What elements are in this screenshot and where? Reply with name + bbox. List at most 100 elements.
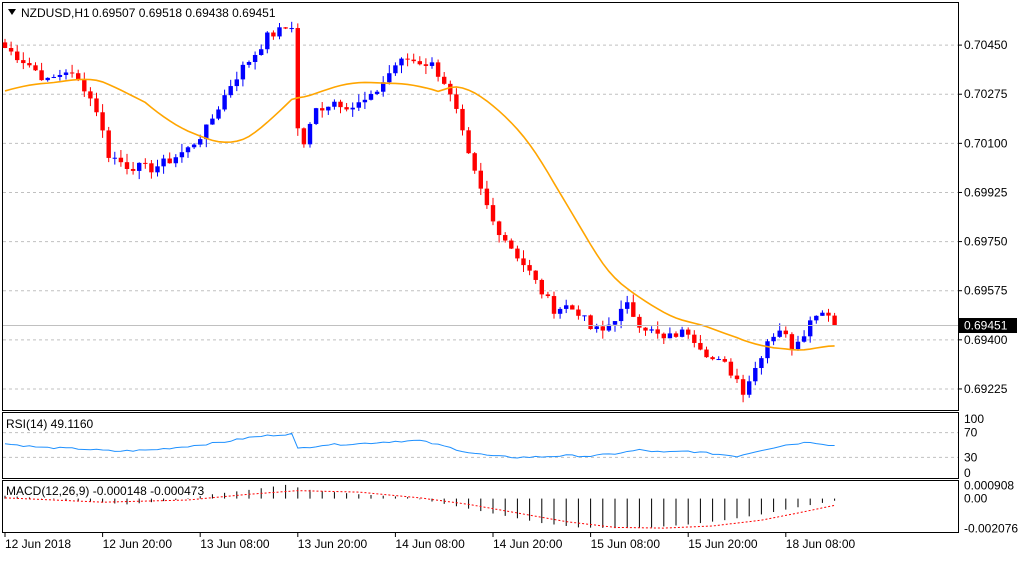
candle <box>649 326 654 334</box>
candle <box>686 327 691 339</box>
macd-panel-frame <box>2 480 959 533</box>
candle <box>832 312 837 326</box>
candle <box>362 91 368 110</box>
rsi-tick-label: 0 <box>964 466 971 480</box>
time-tick-label: 12 Jun 2018 <box>5 537 71 551</box>
candle <box>643 327 648 336</box>
candle <box>503 232 508 243</box>
rsi-label: RSI(14) 49.1160 <box>6 417 93 431</box>
candle <box>417 56 422 66</box>
candle <box>185 145 191 158</box>
candle <box>570 304 575 310</box>
candle <box>801 330 807 343</box>
candle <box>539 278 544 299</box>
candle <box>606 317 612 332</box>
candle <box>33 62 38 71</box>
candle <box>722 356 727 363</box>
candle <box>106 126 111 163</box>
candle <box>167 152 172 164</box>
candle <box>350 102 355 117</box>
candle <box>704 346 709 358</box>
candle <box>222 89 227 112</box>
candle <box>759 356 764 375</box>
candle <box>381 76 386 97</box>
time-axis: 12 Jun 2018 12 Jun 20:00 13 Jun 08:00 13 Ju… <box>4 533 856 551</box>
price-tick-label: 0.70275 <box>964 87 1008 101</box>
time-tick-label: 12 Jun 20:00 <box>103 537 173 551</box>
candle <box>240 61 246 87</box>
candle <box>466 127 471 154</box>
candle <box>667 327 673 339</box>
candle <box>94 92 99 117</box>
candle <box>295 23 300 136</box>
candle <box>228 79 233 98</box>
candle <box>374 89 380 96</box>
candle <box>423 58 429 75</box>
candle <box>740 374 746 403</box>
candle <box>728 358 734 379</box>
candle <box>826 308 831 322</box>
candle <box>387 65 392 85</box>
candle <box>277 23 282 40</box>
candle <box>246 60 252 68</box>
candle <box>820 310 825 316</box>
candle <box>576 305 581 320</box>
candle <box>338 99 343 114</box>
candle <box>783 326 788 338</box>
candle <box>39 62 44 81</box>
candle <box>356 94 361 111</box>
candle <box>344 102 349 112</box>
candle <box>716 356 721 361</box>
candle <box>112 151 117 165</box>
candle <box>149 159 154 179</box>
candle <box>88 87 93 107</box>
candle <box>124 153 130 175</box>
candle <box>210 114 215 125</box>
candle <box>320 102 325 118</box>
candle <box>313 107 319 126</box>
candle <box>57 69 63 81</box>
price-tick-label: 0.69925 <box>964 185 1008 199</box>
candle <box>631 294 636 318</box>
candle <box>21 52 26 70</box>
time-tick-label: 14 Jun 08:00 <box>395 537 465 551</box>
rsi-tick-label: 30 <box>964 450 978 464</box>
candle <box>100 104 105 138</box>
candle <box>582 315 587 322</box>
candle <box>557 307 563 319</box>
macd-tick-label: 0.00 <box>964 492 988 506</box>
candle <box>265 31 270 54</box>
candle <box>509 238 514 250</box>
dropdown-triangle-icon[interactable] <box>8 9 16 15</box>
candle <box>698 335 703 351</box>
time-tick-label: 14 Jun 20:00 <box>493 537 563 551</box>
candle <box>271 30 276 40</box>
rsi-panel-frame <box>2 412 959 479</box>
candle <box>259 44 264 56</box>
rsi-line <box>4 432 835 459</box>
time-tick-label: 13 Jun 20:00 <box>298 537 368 551</box>
candle <box>454 88 459 114</box>
candle <box>600 320 605 339</box>
candle <box>191 143 197 149</box>
candle <box>661 332 666 344</box>
candle <box>155 159 160 177</box>
main-panel-frame <box>2 2 959 411</box>
candle <box>161 154 166 174</box>
candle <box>478 162 483 195</box>
candle <box>533 270 538 284</box>
time-tick-label: 15 Jun 20:00 <box>688 537 758 551</box>
current-price-marker <box>959 318 1017 334</box>
candle <box>405 53 410 67</box>
moving-average-line <box>4 78 835 351</box>
candle <box>2 38 8 49</box>
candle <box>15 45 20 63</box>
candle <box>527 259 532 276</box>
candle <box>173 154 178 168</box>
price-tick-label: 0.69575 <box>964 284 1008 298</box>
macd-tick-label: 0.000908 <box>964 478 1014 492</box>
candle <box>808 316 813 343</box>
